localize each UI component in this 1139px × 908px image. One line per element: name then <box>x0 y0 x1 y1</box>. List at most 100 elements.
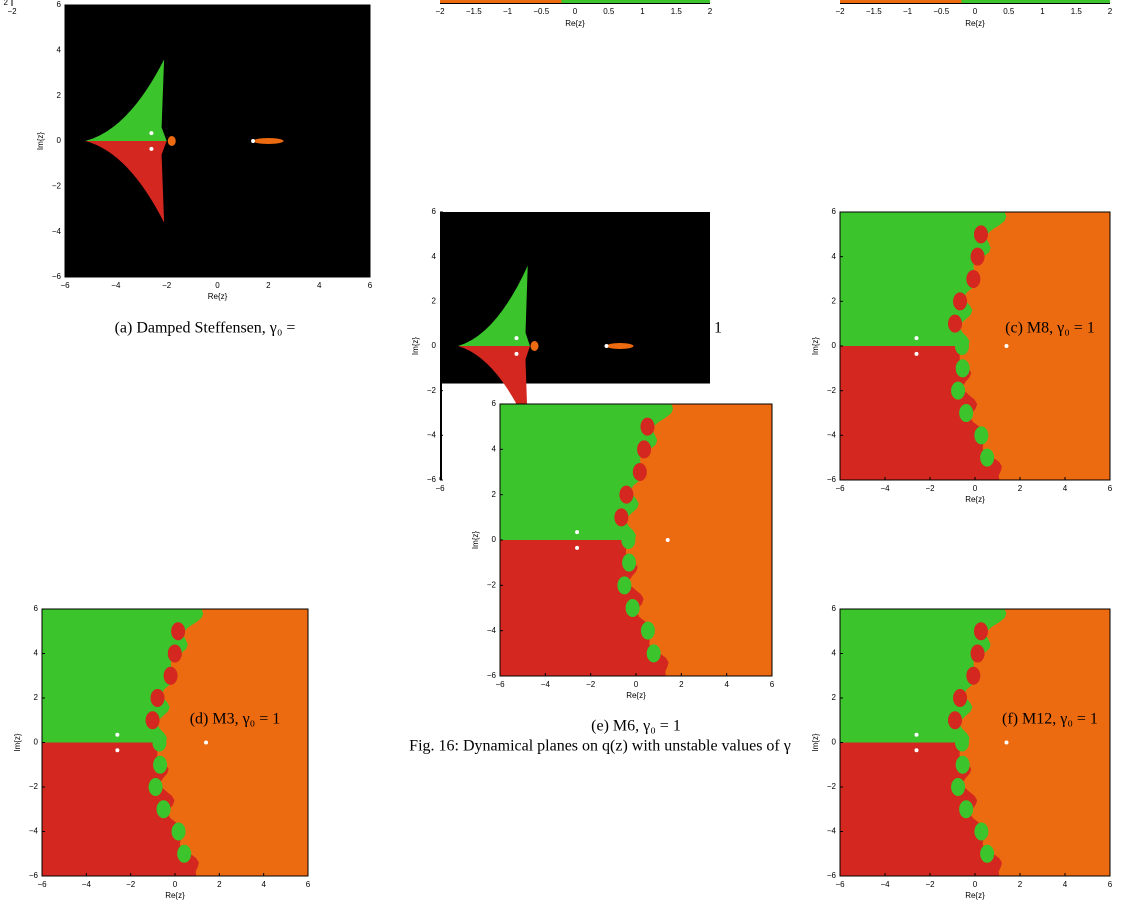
root-marker <box>115 733 119 737</box>
panel-caption: (f) M12, γ₀ = 1 <box>1002 711 1098 728</box>
basin-blob <box>980 845 994 863</box>
x-tick-label: −6 <box>835 880 845 889</box>
y-tick-label: 2 <box>34 693 39 702</box>
basin-blob <box>974 823 988 841</box>
panel-caption: (e) M6, γ₀ = 1 <box>591 718 681 735</box>
x-tick-label: 6 <box>770 680 775 689</box>
y-tick-label: −2 <box>52 181 62 190</box>
x-tick-label: 4 <box>724 680 729 689</box>
y-tick-label: 0 <box>432 341 437 350</box>
x-tick-label: −4 <box>880 880 890 889</box>
y-tick-label: 4 <box>432 252 437 261</box>
root-marker <box>1005 741 1009 745</box>
x-tick-label: 0 <box>215 281 220 290</box>
root-marker <box>1005 344 1009 348</box>
basin-blob <box>955 734 969 752</box>
x-tick-label: 2 <box>266 281 271 290</box>
y-tick-label: −6 <box>827 871 837 880</box>
x-tick-label: −2 <box>925 484 935 493</box>
x-axis-label: Re{z} <box>208 292 228 301</box>
basin-blob <box>149 778 163 796</box>
panel-caption: 1 <box>714 320 722 337</box>
y-tick-label: −2 <box>29 782 39 791</box>
plane-edge <box>562 0 711 3</box>
y-tick-label: 2 <box>492 490 497 499</box>
x-tick-label: −2 <box>435 7 445 16</box>
x-tick-label: 1.5 <box>1071 7 1083 16</box>
basin-blob <box>959 800 973 818</box>
y-tick-label: 6 <box>492 399 497 408</box>
y-tick-label: 0 <box>57 136 62 145</box>
y-axis-label: Im{z} <box>811 337 820 356</box>
root-marker <box>515 352 519 356</box>
x-tick-label: 2 <box>217 880 222 889</box>
x-tick-label: 1 <box>640 7 645 16</box>
y-tick-label: 2 <box>832 693 837 702</box>
plane-edge <box>840 0 962 3</box>
y-tick-label: 0 <box>34 738 39 747</box>
root-marker <box>149 147 153 151</box>
y-tick-label: −4 <box>827 430 837 439</box>
basin-blob <box>956 359 970 377</box>
basin-blob <box>637 440 651 458</box>
y-tick-label: 0 <box>492 535 497 544</box>
x-tick-label: −6 <box>37 880 47 889</box>
y-tick-label: −6 <box>29 871 39 880</box>
root-marker <box>915 733 919 737</box>
y-tick-label: 4 <box>57 45 62 54</box>
y-axis-label: Im{z} <box>36 132 45 151</box>
root-marker <box>605 344 609 348</box>
x-tick-label: 0 <box>973 7 978 16</box>
y-tick-label: −2 <box>827 386 837 395</box>
basin-blob <box>971 645 985 663</box>
plane-edge <box>962 0 1111 3</box>
y-tick-label: 4 <box>492 444 497 453</box>
basin-orange <box>168 136 176 146</box>
basin-blob <box>959 404 973 422</box>
y-tick-label: −6 <box>52 272 62 281</box>
x-tick-label: −2 <box>126 880 136 889</box>
plane-edge <box>440 0 562 3</box>
x-axis-label: Re{z} <box>965 495 985 504</box>
panel-caption: (c) M8, γ₀ = 1 <box>1005 320 1095 337</box>
x-tick-label: 6 <box>368 281 373 290</box>
x-tick-label: −2 <box>835 7 845 16</box>
y-axis-label: Im{z} <box>811 733 820 752</box>
x-tick-label: 0 <box>973 484 978 493</box>
x-tick-label: 1 <box>1040 7 1045 16</box>
basin-blob <box>622 554 636 572</box>
y-tick-label: −4 <box>827 827 837 836</box>
root-marker <box>149 131 153 135</box>
basin-blob <box>974 622 988 640</box>
x-tick-label: 1.5 <box>671 7 683 16</box>
x-tick-label: 6 <box>306 880 311 889</box>
x-tick-label: −6 <box>495 680 505 689</box>
y-axis-label: Im{z} <box>13 733 22 752</box>
x-tick-label: −6 <box>60 281 70 290</box>
x-tick-label: 2 <box>1018 484 1023 493</box>
root-marker <box>575 546 579 550</box>
y-tick-label: 0 <box>832 341 837 350</box>
panel-caption: (a) Damped Steffensen, γ₀ = <box>115 320 296 337</box>
y-tick-label: 6 <box>34 604 39 613</box>
basin-blob <box>953 689 967 707</box>
x-tick-label: −6 <box>435 484 445 493</box>
y-tick-label: 6 <box>57 0 62 9</box>
y-tick-label: −6 <box>487 671 497 680</box>
basin-blob <box>953 292 967 310</box>
basin-blob <box>633 463 647 481</box>
x-tick-label: 0.5 <box>1003 7 1015 16</box>
basin-blob <box>172 823 186 841</box>
basin-blob <box>951 382 965 400</box>
y-tick-label: 0 <box>832 738 837 747</box>
basin-blob <box>621 531 635 549</box>
basin-orange <box>253 138 284 144</box>
root-marker <box>575 530 579 534</box>
x-axis-label: Re{z} <box>565 19 585 28</box>
y-tick-label: 6 <box>832 604 837 613</box>
x-tick-label: −6 <box>835 484 845 493</box>
basin-blob <box>168 645 182 663</box>
y-tick-label: 2 <box>432 296 437 305</box>
basin-blob <box>640 418 654 436</box>
basin-blob <box>641 622 655 640</box>
